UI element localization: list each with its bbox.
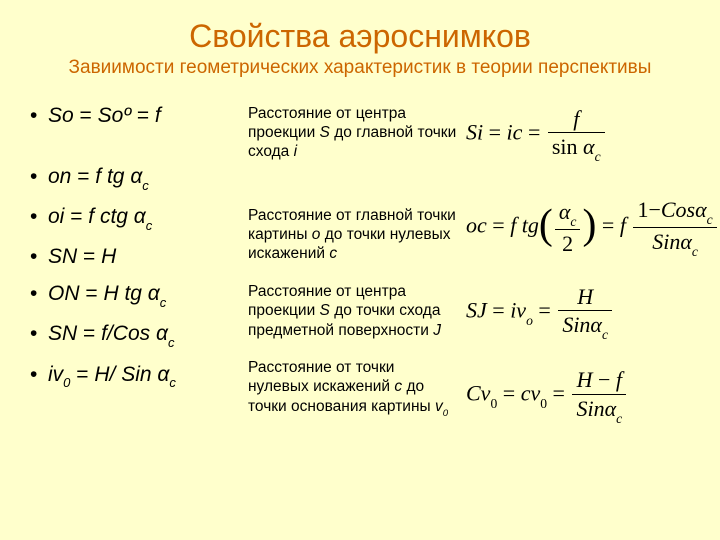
bullet-item: oi = f ctg αc (30, 203, 240, 233)
description-text: Расстояние от центра проекции S до точки… (248, 282, 458, 340)
slide-body: Sо = Sоº = f on = f tg αc oi = f ctg αc … (30, 102, 690, 443)
formula-oc: oc = f tg( αc 2 ) = f 1−Cosαc Sinαc (466, 197, 719, 258)
formula-si: Si = ic = f sin αc (466, 106, 719, 163)
formula-column: Si = ic = f sin αc oc = f tg( αc 2 ) = f… (466, 102, 719, 443)
bullet-column: Sо = Sоº = f on = f tg αc oi = f ctg αc … (30, 102, 240, 443)
description-text: Расстояние от точки нулевых искажений c … (248, 358, 458, 419)
description-column: Расстояние от центра проекции S до главн… (248, 102, 458, 443)
bullet-item: SN = H (30, 243, 240, 270)
description-text: Расстояние от главной точки картины o до… (248, 206, 458, 264)
description-text: Расстояние от центра проекции S до главн… (248, 104, 458, 162)
bullet-item: Sо = Sоº = f (30, 102, 240, 129)
slide-subtitle: Завиимости геометрических характеристик … (30, 57, 690, 80)
bullet-item: SN = f/Cos αc (30, 320, 240, 350)
formula-cv0: Cv0 = cv0 = H − f Sinαc (466, 367, 719, 424)
bullet-item: iv0 = H/ Sin αc (30, 361, 240, 391)
slide: Свойства аэроснимков Завиимости геометри… (0, 0, 720, 540)
bullet-list: Sо = Sоº = f on = f tg αc oi = f ctg αc … (30, 102, 240, 391)
formula-sj: SJ = ivo = H Sinαc (466, 284, 719, 341)
slide-title: Свойства аэроснимков (30, 18, 690, 55)
bullet-item: on = f tg αc (30, 163, 240, 193)
bullet-item: ON = H tg αc (30, 280, 240, 310)
